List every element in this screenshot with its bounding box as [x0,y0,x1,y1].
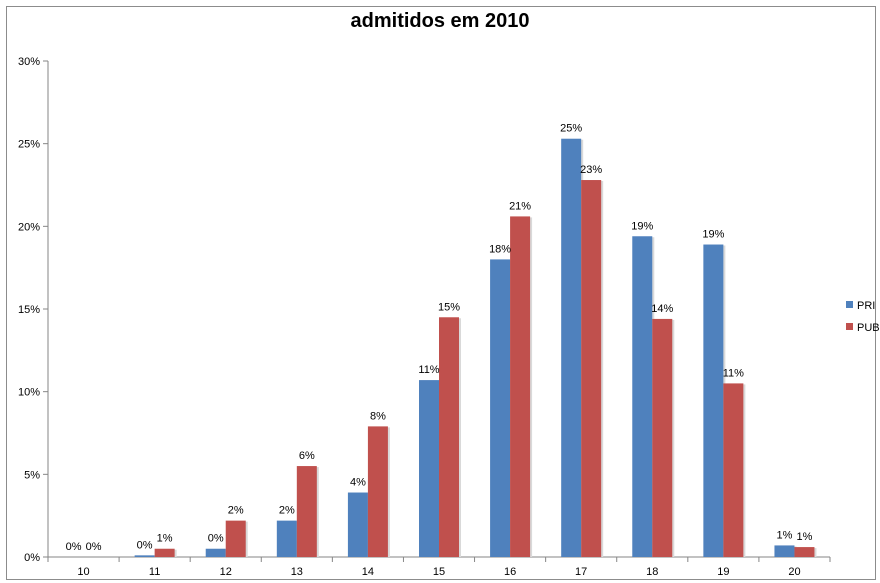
bar-pub [225,520,246,557]
x-tick-label: 19 [717,566,729,578]
legend-label-pub: PUB [857,322,880,334]
x-tick-label: 10 [77,566,89,578]
bar-pri [490,259,511,557]
data-label-pri: 19% [631,220,653,232]
data-label-pub: 11% [723,367,744,379]
legend-label-pri: PRI [857,300,875,312]
bar-pri [774,545,795,557]
bar-pub [296,466,317,557]
x-tick-label: 17 [575,566,587,578]
bar-pri [276,520,297,557]
bar-pri [419,380,439,557]
x-tick-label: 13 [291,566,303,578]
bar-pub [510,216,531,557]
bar-pub [367,426,388,557]
bar-pri [205,548,226,557]
bar-pri [561,138,582,557]
bar-pub [154,548,175,557]
legend-swatch-pri [846,301,853,308]
data-label-pub: 2% [228,505,244,517]
y-tick-label: 5% [24,469,40,481]
axes: 0% 5% 10% 15% 20% 25% 30% 10 11 12 13 14 15 16 17 18 19 2… [18,56,831,578]
x-tick-label: 14 [362,566,374,578]
data-label-pri: 11% [418,364,439,376]
data-label-pub: 15% [438,301,460,313]
data-labels: 0% 0% 0% 2% 4% 11% 18% 25% 19% 19% 1% 0% 1% 2% 6% 8% 15%… [66,123,813,553]
y-tick-label: 15% [18,304,40,316]
bar-pub [652,318,673,557]
bar-pub [581,180,602,558]
y-tick-label: 0% [24,552,40,564]
data-label-pri: 18% [489,243,511,255]
data-label-pub: 6% [299,450,315,462]
bar-pri [703,244,724,557]
x-tick-label: 12 [220,566,232,578]
data-label-pub: 14% [651,303,673,315]
data-label-pri: 0% [137,539,153,551]
bars [134,138,817,558]
data-label-pri: 0% [208,533,224,545]
x-tick-label: 20 [788,566,800,578]
data-label-pub: 21% [509,200,531,212]
legend-swatch-pub [846,323,853,330]
data-label-pub: 23% [580,164,602,176]
x-tick-label: 16 [504,566,516,578]
data-label-pri: 0% [66,541,82,553]
data-label-pri: 2% [279,505,295,517]
bar-pub [794,547,815,557]
data-label-pub: 8% [370,410,386,422]
y-tick-label: 25% [18,139,40,151]
legend: PRI PUB [846,300,880,334]
bar-pub [723,383,744,557]
data-label-pri: 1% [777,529,793,541]
data-label-pri: 4% [350,477,366,489]
bar-pri [134,555,155,557]
x-tick-label: 11 [149,566,160,578]
data-label-pri: 19% [702,229,724,241]
data-label-pub: 0% [86,541,102,553]
data-label-pub: 1% [157,533,173,545]
x-tick-label: 18 [646,566,658,578]
chart-title: admitidos em 2010 [350,10,530,32]
y-tick-label: 10% [18,387,40,399]
y-tick-label: 30% [18,56,40,68]
bar-pri [632,236,653,557]
bar-pub [439,317,459,557]
y-tick-label: 20% [18,221,40,233]
bar-pri [347,492,368,557]
data-label-pub: 1% [797,531,813,543]
data-label-pri: 25% [560,123,582,135]
x-tick-label: 15 [433,566,445,578]
